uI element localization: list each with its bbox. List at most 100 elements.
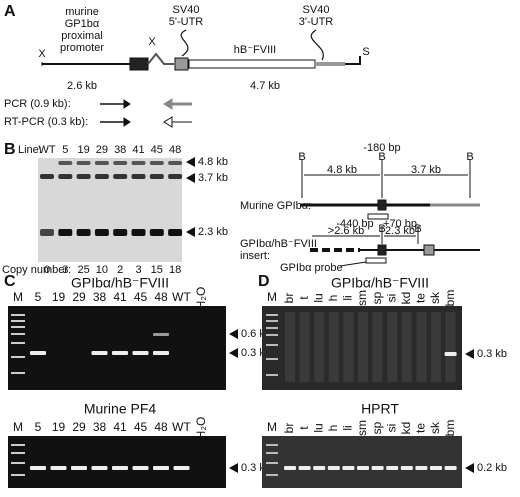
lane-label: 19 bbox=[52, 290, 66, 304]
lane-label: br bbox=[282, 423, 296, 434]
band bbox=[400, 466, 413, 470]
ladder-band bbox=[266, 474, 278, 476]
ladder-band bbox=[11, 342, 25, 344]
smear bbox=[445, 312, 456, 382]
band bbox=[327, 466, 340, 470]
copy-label: Copy number: bbox=[2, 264, 71, 276]
site-label: S bbox=[362, 46, 369, 58]
gel-bands: 0.6 kb0.3 kb0.3 kb bbox=[11, 314, 271, 476]
band bbox=[91, 466, 108, 470]
band bbox=[50, 466, 67, 470]
lane-label: sk bbox=[428, 291, 442, 304]
smear bbox=[387, 312, 398, 382]
smear bbox=[285, 312, 295, 382]
callout bbox=[180, 29, 189, 57]
band bbox=[94, 174, 109, 179]
ladder-band bbox=[11, 372, 25, 374]
gene-box bbox=[188, 59, 316, 69]
panel-label: B bbox=[4, 141, 16, 158]
lane-label: 48 bbox=[154, 290, 168, 304]
lane-label: 41 bbox=[113, 290, 127, 304]
map-label: GPIbα/hB⁻FVIII bbox=[240, 238, 317, 250]
lane-label: M bbox=[267, 290, 277, 304]
lane-label: 45 bbox=[151, 144, 163, 156]
lane-label: t bbox=[297, 426, 311, 430]
smear bbox=[328, 312, 339, 382]
lane-label: si bbox=[384, 424, 398, 433]
band bbox=[444, 352, 457, 356]
utr-label: 3'-UTR bbox=[299, 16, 334, 28]
exon-box bbox=[377, 244, 387, 256]
band bbox=[153, 333, 169, 336]
band bbox=[153, 351, 169, 355]
copy-number: 25 bbox=[77, 264, 89, 276]
map-label: insert: bbox=[240, 250, 270, 262]
site-label: B bbox=[378, 151, 385, 163]
map-annotation: -180 bp bbox=[363, 142, 400, 154]
band bbox=[357, 466, 369, 470]
ladder-band bbox=[11, 474, 25, 476]
band bbox=[444, 466, 457, 470]
primer-label: RT-PCR (0.3 kb): bbox=[4, 116, 88, 128]
band bbox=[149, 229, 164, 236]
ladder-band bbox=[11, 356, 25, 358]
marker-label: 0.3 kb bbox=[477, 348, 507, 360]
promoter-label: GP1bα bbox=[65, 18, 100, 30]
band bbox=[168, 161, 183, 165]
copy-number: 3 bbox=[135, 264, 141, 276]
arrow-head bbox=[123, 99, 131, 109]
lane-label: 5 bbox=[35, 290, 42, 304]
ladder-band bbox=[11, 333, 25, 335]
lane-label: WT bbox=[38, 144, 55, 156]
band bbox=[113, 229, 128, 236]
marker-arrow bbox=[229, 329, 238, 339]
lane-label: 29 bbox=[96, 144, 108, 156]
ladder-band bbox=[266, 452, 278, 454]
lane-label: kd bbox=[399, 422, 413, 435]
ladder-band bbox=[11, 326, 25, 328]
band bbox=[40, 229, 54, 236]
promoter-label: murine bbox=[65, 6, 99, 18]
map-label: Murine GPIbα: bbox=[240, 200, 311, 212]
band bbox=[149, 161, 164, 165]
lane-label: 19 bbox=[52, 420, 66, 434]
lane-label: lu bbox=[311, 293, 325, 302]
smear bbox=[401, 312, 412, 382]
ladder-band bbox=[266, 320, 278, 322]
lane-label: 45 bbox=[134, 420, 148, 434]
marker-arrow bbox=[186, 173, 195, 183]
ladder-band bbox=[11, 320, 25, 322]
band bbox=[113, 161, 128, 165]
lane-label: M bbox=[267, 420, 277, 434]
southern-blot bbox=[38, 158, 182, 262]
utr5-box bbox=[174, 57, 189, 71]
lane-label: li bbox=[341, 425, 355, 430]
copy-number: 18 bbox=[169, 264, 181, 276]
smear bbox=[314, 312, 325, 382]
arrow-head bbox=[163, 116, 173, 128]
lane-label: sm bbox=[355, 420, 369, 436]
site-label: X bbox=[148, 36, 156, 48]
gel-bands: 0.3 kb 0.2 kb bbox=[266, 312, 507, 476]
utr-label: SV40 bbox=[173, 4, 200, 16]
exon-box bbox=[377, 199, 387, 211]
gene-map bbox=[300, 160, 480, 267]
ladder-band bbox=[266, 444, 278, 446]
marker-label: 2.3 kb bbox=[198, 226, 228, 238]
band bbox=[71, 466, 87, 470]
lane-label: h bbox=[326, 425, 340, 432]
band bbox=[386, 466, 399, 470]
band bbox=[76, 229, 91, 236]
band bbox=[40, 174, 54, 179]
lane-label: 41 bbox=[132, 144, 144, 156]
span-label: 3.7 kb bbox=[411, 164, 441, 176]
ladder-band bbox=[11, 314, 25, 316]
site-label: B bbox=[414, 223, 421, 235]
gel bbox=[8, 436, 226, 488]
site-label: B bbox=[298, 151, 305, 163]
lane-label: 5 bbox=[35, 420, 42, 434]
band bbox=[131, 161, 146, 165]
ladder-band bbox=[11, 452, 25, 454]
